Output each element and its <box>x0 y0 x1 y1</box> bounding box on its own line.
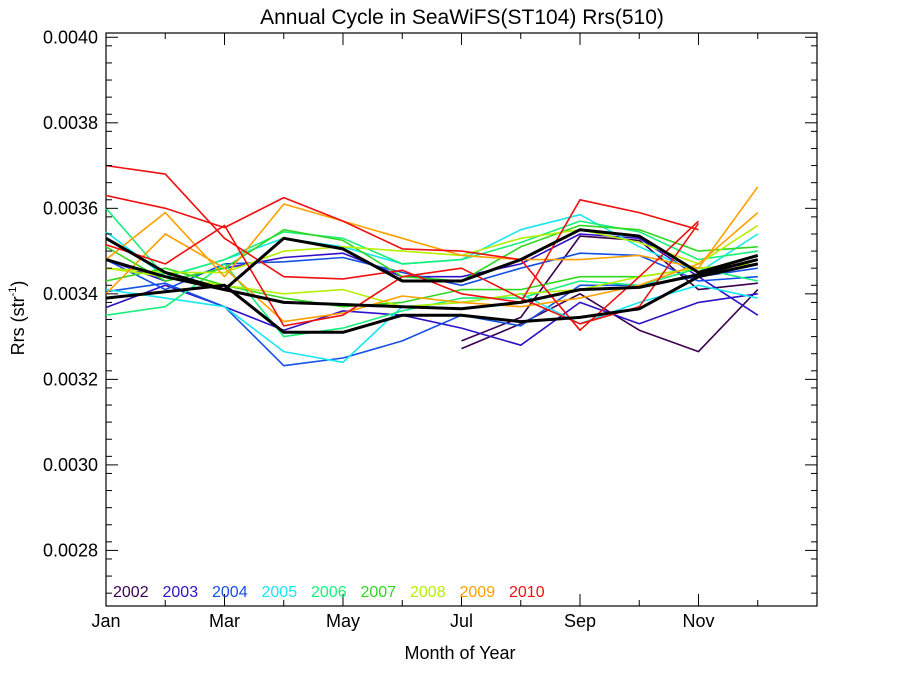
series-line-mean <box>105 258 759 311</box>
x-tick-label: Mar <box>209 611 240 631</box>
x-tick-label: Sep <box>564 611 596 631</box>
legend-item: 2010 <box>509 584 545 601</box>
y-tick-label: 0.0034 <box>43 284 98 304</box>
y-tick-label: 0.0038 <box>43 113 98 133</box>
series-line-2009 <box>105 186 759 278</box>
x-tick-label: Jan <box>91 611 120 631</box>
series-line-2010 <box>105 164 699 304</box>
plot-frame <box>105 32 818 607</box>
series-line-2009 <box>105 211 759 323</box>
legend: 2002 2003 2004 2005 2006 2007 2008 2009 2010 <box>113 584 545 601</box>
y-tick-label: 0.0032 <box>43 369 98 389</box>
y-axis-label-close: ) <box>8 281 28 287</box>
series-line-2007 <box>105 224 758 282</box>
legend-item: 2007 <box>361 584 397 601</box>
x-tick-label: Jul <box>450 611 473 631</box>
legend-item: 2002 <box>113 584 149 601</box>
legend-item: 2008 <box>410 584 446 601</box>
series-line-2008 <box>105 224 759 274</box>
x-tick-label: Nov <box>682 611 714 631</box>
legend-item: 2006 <box>311 584 347 601</box>
series-line-mean <box>105 262 759 334</box>
y-axis-label-main: Rrs (str <box>8 296 28 355</box>
series-line-2006 <box>105 263 758 338</box>
y-tick-label: 0.0040 <box>43 27 98 47</box>
chart-title: Annual Cycle in SeaWiFS(ST104) Rrs(510) <box>260 6 664 29</box>
y-axis-label-exponent: -1 <box>7 287 19 297</box>
series-line-2010 <box>105 222 700 327</box>
series-line-2008 <box>105 263 758 308</box>
y-tick-label: 0.0036 <box>43 198 98 218</box>
legend-item: 2003 <box>163 584 199 601</box>
y-axis-label: Rrs (str-1) <box>7 281 28 356</box>
legend-item: 2004 <box>212 584 248 601</box>
y-tick-label: 0.0028 <box>43 540 98 560</box>
legend-item: 2005 <box>262 584 298 601</box>
series-line-2010 <box>105 194 700 332</box>
x-axis-label: Month of Year <box>404 643 515 663</box>
series-line-2005 <box>105 213 759 278</box>
legend-item: 2009 <box>460 584 496 601</box>
x-tick-label: May <box>326 611 360 631</box>
y-tick-label: 0.0030 <box>43 455 98 475</box>
